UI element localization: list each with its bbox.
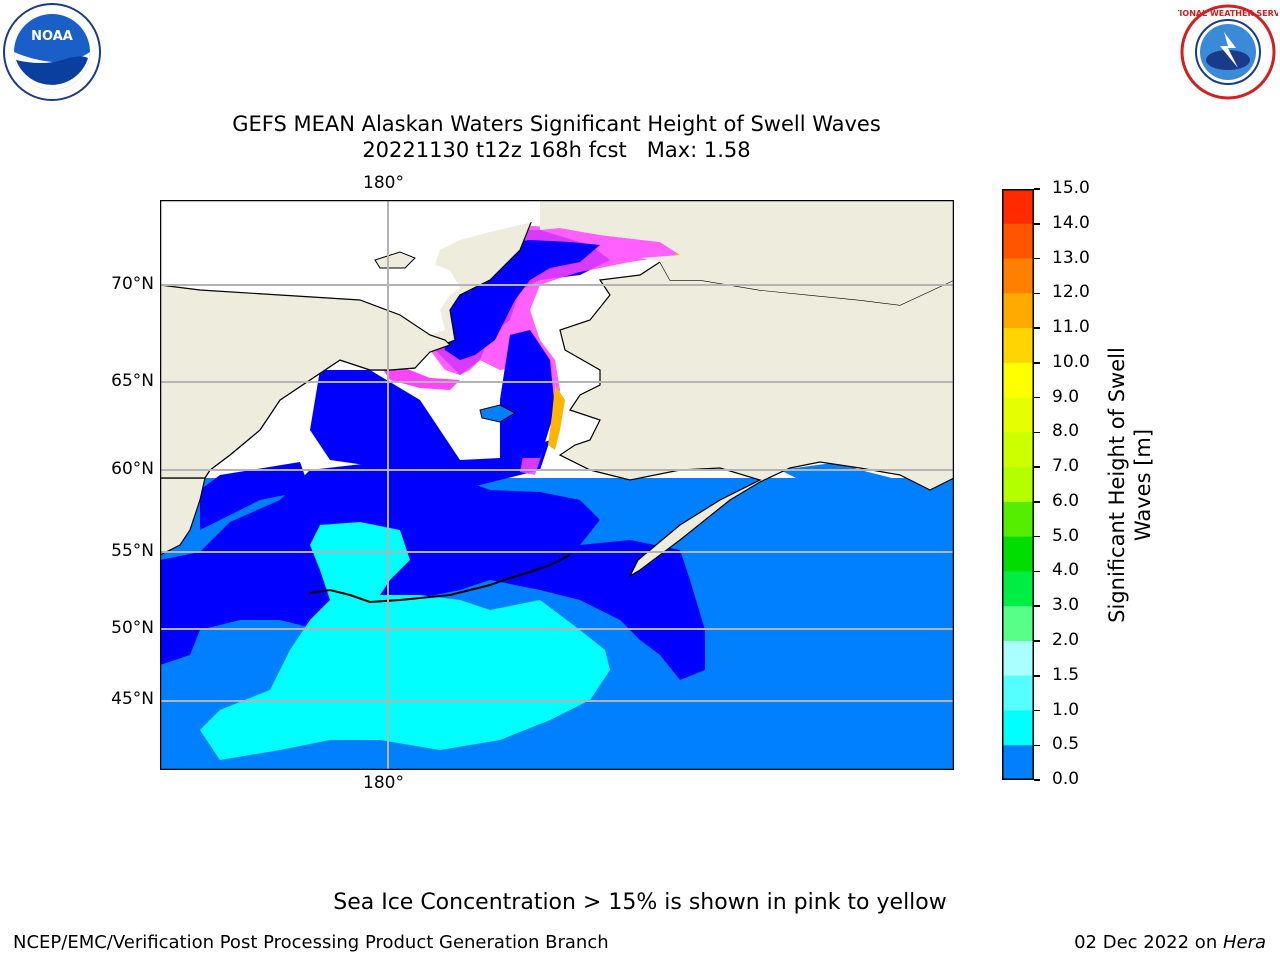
lat-label-55: 55°N xyxy=(111,541,154,561)
colorbar-tick-label: 6.0 xyxy=(1052,490,1080,511)
colorbar-tick-label: 9.0 xyxy=(1052,386,1080,407)
colorbar-tick-label: 0.5 xyxy=(1052,734,1080,755)
colorbar-tick-label: 11.0 xyxy=(1052,317,1090,338)
svg-text:NATIONAL WEATHER SERVICE: NATIONAL WEATHER SERVICE xyxy=(1178,9,1278,18)
colorbar-tick-mark xyxy=(1034,675,1040,677)
colorbar-tick-label: 1.5 xyxy=(1052,664,1080,685)
colorbar-tick-mark xyxy=(1034,431,1040,434)
colorbar-segment xyxy=(1002,293,1034,329)
colorbar-tick-mark xyxy=(1034,362,1040,364)
colorbar-segment xyxy=(1002,536,1034,572)
colorbar-tick-mark xyxy=(1034,744,1040,746)
colorbar xyxy=(1002,189,1034,781)
colorbar-segment xyxy=(1002,710,1034,746)
footer-branch: NCEP/EMC/Verification Post Processing Pr… xyxy=(13,932,609,953)
colorbar-segment xyxy=(1002,501,1034,538)
colorbar-segment xyxy=(1002,432,1034,468)
colorbar-segment xyxy=(1002,467,1034,503)
colorbar-title: Significant Height of Swell Waves [m] xyxy=(1105,347,1155,623)
lat-label-65: 65°N xyxy=(111,371,154,391)
colorbar-tick-mark xyxy=(1034,466,1040,468)
colorbar-tick-label: 7.0 xyxy=(1052,456,1080,477)
colorbar-tick-mark xyxy=(1034,535,1040,538)
lat-label-60: 60°N xyxy=(111,459,154,479)
colorbar-segment xyxy=(1002,397,1034,433)
map-panel xyxy=(159,199,956,771)
sea-ice-caption: Sea Ice Concentration > 15% is shown in … xyxy=(333,890,947,915)
chart-title-line1: GEFS MEAN Alaskan Waters Significant Hei… xyxy=(232,112,881,136)
footer-date-text: 02 Dec 2022 on xyxy=(1074,932,1223,953)
colorbar-tick-mark xyxy=(1034,223,1040,225)
colorbar-segment xyxy=(1002,675,1034,711)
swell-low-region xyxy=(160,462,705,680)
map-svg xyxy=(159,199,956,771)
colorbar-segment xyxy=(1002,328,1034,364)
colorbar-tick-label: 2.0 xyxy=(1052,629,1080,650)
colorbar-tick-label: 13.0 xyxy=(1052,247,1090,268)
colorbar-tick-mark xyxy=(1034,327,1040,329)
colorbar-tick-mark xyxy=(1034,292,1040,294)
lat-label-70: 70°N xyxy=(111,274,154,294)
lon-label-top: 180° xyxy=(363,173,404,193)
colorbar-segment xyxy=(1002,640,1034,677)
colorbar-segment xyxy=(1002,223,1034,260)
colorbar-segment xyxy=(1002,258,1034,294)
colorbar-tick-mark xyxy=(1034,188,1040,190)
colorbar-segment xyxy=(1002,189,1034,225)
noaa-logo: NOAA xyxy=(2,2,102,102)
lat-label-50: 50°N xyxy=(111,618,154,638)
colorbar-tick-label: 15.0 xyxy=(1052,178,1090,198)
colorbar-tick-label: 5.0 xyxy=(1052,525,1080,546)
colorbar-tick-label: 1.0 xyxy=(1052,699,1080,720)
colorbar-tick-label: 12.0 xyxy=(1052,282,1090,303)
noaa-logo-text: NOAA xyxy=(31,29,73,44)
colorbar-segment xyxy=(1002,571,1034,607)
colorbar-tick-label: 8.0 xyxy=(1052,421,1080,442)
chart-title-line2: 20221130 t12z 168h fcst Max: 1.58 xyxy=(362,138,751,162)
colorbar-tick-mark xyxy=(1034,605,1040,607)
lon-label-bottom: 180° xyxy=(363,773,404,793)
colorbar-segment xyxy=(1002,606,1034,642)
colorbar-tick-mark xyxy=(1034,396,1040,399)
colorbar-segment xyxy=(1002,745,1034,781)
colorbar-tick-label: 10.0 xyxy=(1052,351,1090,372)
colorbar-segment xyxy=(1002,362,1034,399)
colorbar-tick-label: 14.0 xyxy=(1052,212,1090,233)
colorbar-tick-label: 3.0 xyxy=(1052,595,1080,616)
footer-machine: Hera xyxy=(1222,932,1266,953)
gridlines xyxy=(160,200,954,770)
colorbar-tick-mark xyxy=(1034,640,1040,642)
nws-logo: NATIONAL WEATHER SERVICE xyxy=(1162,2,1280,102)
colorbar-tick-label: 4.0 xyxy=(1052,560,1080,581)
lat-label-45: 45°N xyxy=(111,689,154,709)
colorbar-tick-mark xyxy=(1034,570,1040,573)
colorbar-tick-mark xyxy=(1034,257,1040,260)
colorbar-tick-label: 0.0 xyxy=(1052,769,1080,789)
colorbar-tick-mark xyxy=(1034,501,1040,503)
colorbar-tick-mark xyxy=(1034,779,1040,781)
colorbar-tick-mark xyxy=(1034,709,1040,712)
footer-date: 02 Dec 2022 on Hera xyxy=(1074,932,1266,953)
